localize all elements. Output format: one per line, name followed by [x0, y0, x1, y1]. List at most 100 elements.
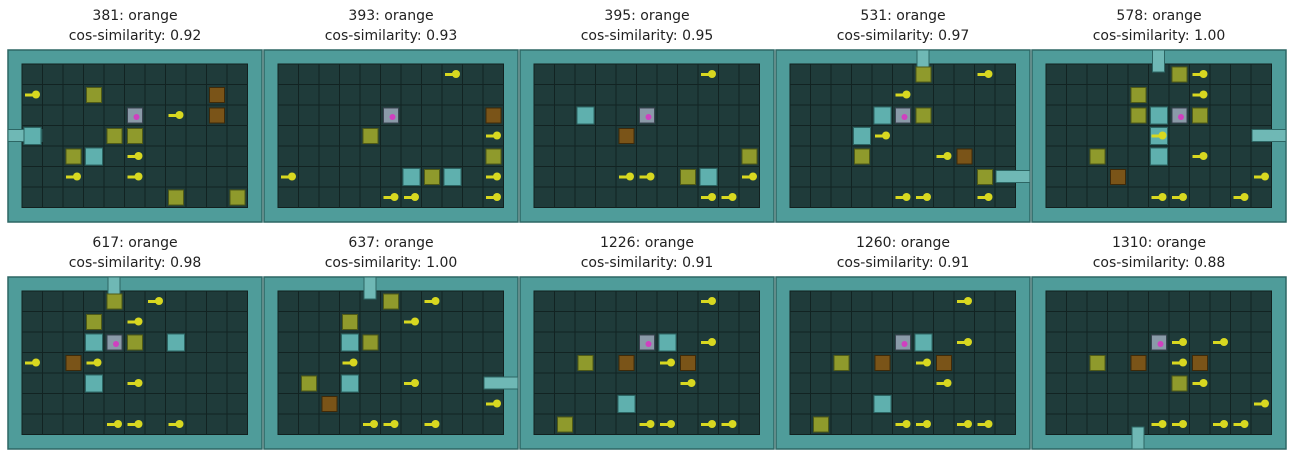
monster	[86, 314, 102, 330]
key	[680, 382, 691, 385]
board-floor	[789, 290, 1016, 435]
key	[1151, 196, 1162, 199]
panel: 578: orange cos-similarity: 1.00	[1031, 8, 1287, 223]
key	[701, 300, 711, 303]
key	[660, 423, 670, 426]
key	[1192, 155, 1203, 158]
panel-title: 578: orange	[1116, 8, 1201, 24]
block	[167, 333, 185, 352]
block	[853, 127, 871, 145]
key	[404, 196, 414, 199]
player	[645, 341, 652, 347]
monster	[485, 148, 502, 165]
board-floor	[277, 63, 504, 208]
key	[977, 423, 988, 426]
chest	[1130, 355, 1147, 371]
monster	[1089, 148, 1106, 165]
key	[875, 134, 885, 138]
panel-subtitle: cos-similarity: 0.91	[837, 255, 970, 271]
key	[404, 382, 414, 385]
panel-subtitle: cos-similarity: 0.93	[325, 28, 458, 44]
board-floor	[533, 290, 760, 435]
block	[873, 395, 892, 413]
key	[895, 93, 906, 97]
monster	[1130, 87, 1147, 103]
monster	[168, 189, 184, 206]
panel-subtitle: cos-similarity: 0.95	[581, 28, 714, 44]
key	[1172, 361, 1182, 365]
key	[127, 382, 138, 385]
panel-title: 395: orange	[604, 8, 689, 24]
panel-subtitle: cos-similarity: 0.91	[581, 255, 714, 271]
key	[486, 402, 496, 406]
monster	[1171, 66, 1188, 83]
block	[443, 168, 462, 186]
player	[389, 114, 396, 120]
panel: 1310: orange cos-similarity: 0.88	[1031, 235, 1287, 450]
door	[1131, 426, 1145, 450]
key	[107, 423, 117, 426]
panel-title: 637: orange	[348, 235, 433, 251]
chest	[874, 355, 891, 371]
panel-subtitle: cos-similarity: 1.00	[1093, 28, 1226, 44]
chest	[618, 128, 635, 144]
key	[168, 114, 179, 117]
chest	[618, 355, 635, 371]
door	[1152, 49, 1165, 73]
key	[916, 196, 926, 199]
monster	[424, 169, 440, 185]
panel-subtitle: cos-similarity: 0.92	[69, 28, 202, 44]
panel: 531: orange cos-similarity: 0.97	[775, 8, 1031, 223]
key	[1172, 423, 1182, 426]
key	[957, 423, 967, 426]
monster	[65, 148, 82, 165]
chest	[209, 107, 225, 124]
key	[957, 341, 967, 344]
monster	[342, 314, 358, 330]
key	[445, 73, 455, 76]
block	[914, 333, 933, 352]
chest	[485, 107, 502, 124]
monster	[741, 148, 758, 165]
key	[1172, 196, 1182, 199]
player	[133, 114, 140, 120]
panel-title: 531: orange	[860, 8, 945, 24]
player	[1157, 341, 1164, 347]
key	[701, 423, 711, 426]
door	[363, 276, 377, 300]
block	[576, 106, 595, 125]
block	[699, 168, 718, 186]
key	[742, 175, 752, 179]
panel: 637: orange cos-similarity: 1.00	[263, 235, 519, 450]
monster	[977, 169, 993, 185]
block	[85, 147, 103, 166]
key	[1233, 423, 1244, 426]
key	[660, 361, 670, 365]
monster	[362, 128, 379, 144]
key	[936, 382, 947, 385]
key	[1172, 341, 1182, 344]
monster	[229, 189, 246, 206]
key	[1192, 382, 1203, 385]
monster	[127, 128, 143, 144]
key	[1254, 175, 1264, 179]
panel-subtitle: cos-similarity: 0.98	[69, 255, 202, 271]
key	[721, 196, 732, 199]
key	[1213, 341, 1223, 344]
key	[1151, 134, 1162, 138]
panel-title: 1310: orange	[1112, 235, 1206, 251]
key	[977, 73, 988, 76]
key	[1254, 402, 1264, 406]
key	[66, 175, 76, 179]
key	[895, 423, 906, 426]
key	[916, 423, 926, 426]
key	[281, 175, 291, 179]
door	[1251, 129, 1287, 142]
player	[645, 114, 652, 120]
chest	[321, 396, 338, 412]
key	[486, 196, 496, 199]
key	[701, 73, 711, 76]
key	[639, 175, 650, 179]
block	[1150, 106, 1168, 125]
